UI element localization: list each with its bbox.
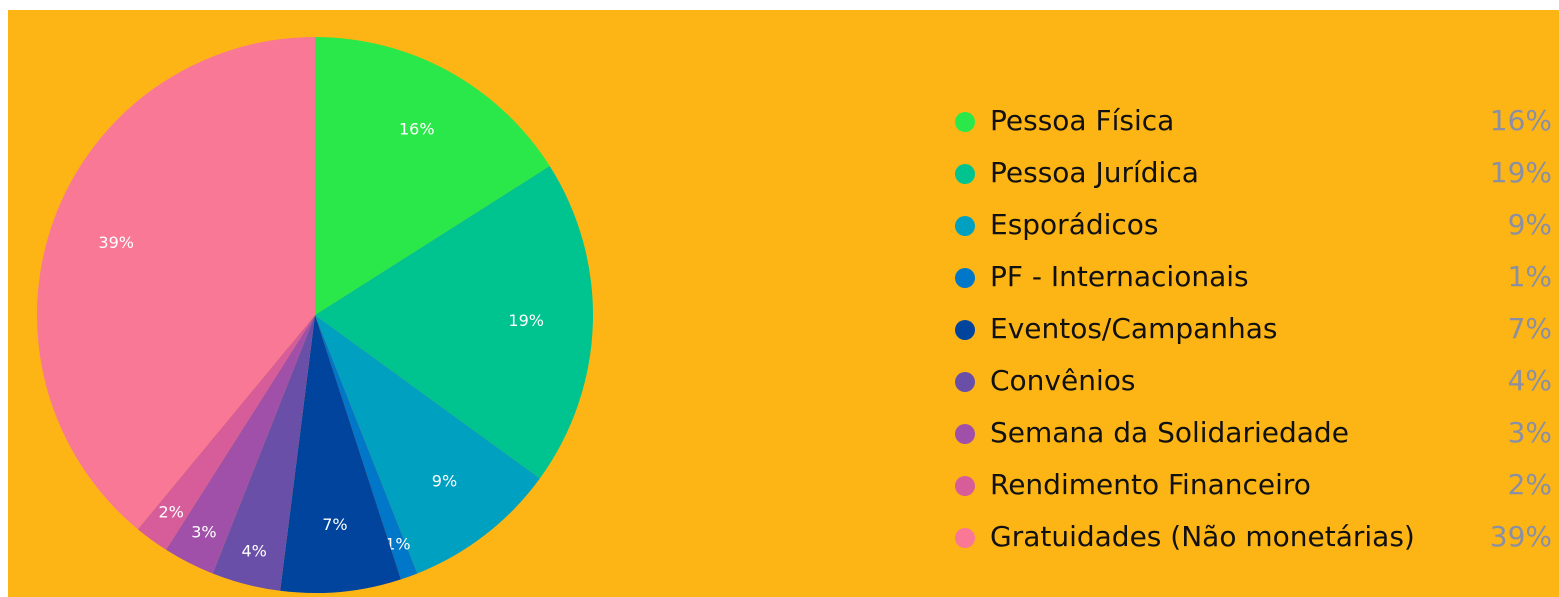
pie-slice [315,315,418,580]
legend-label: Esporádicos [990,208,1159,241]
legend-label: Eventos/Campanhas [990,312,1278,345]
legend-dot [955,528,975,548]
legend-value: 9% [1508,208,1552,241]
legend-value: 4% [1508,364,1552,397]
legend-dot [955,476,975,496]
legend-value: 39% [1490,520,1552,553]
slice-label: 9% [432,471,457,490]
slice-label: 3% [191,522,216,541]
legend-label: Convênios [990,364,1135,397]
pie-slice [280,315,401,593]
legend-label: PF - Internacionais [990,260,1249,293]
legend-label: Rendimento Financeiro [990,468,1311,501]
legend-dot [955,112,975,132]
legend-value: 19% [1490,156,1552,189]
legend-dot [955,164,975,184]
legend-label: Gratuidades (Não monetárias) [990,520,1415,553]
legend-value: 3% [1508,416,1552,449]
legend-dot [955,424,975,444]
legend-value: 2% [1508,468,1552,501]
slice-label: 2% [159,502,184,521]
slice-label: 4% [241,541,266,560]
pie-slice [315,315,540,574]
legend-label: Semana da Solidariedade [990,416,1349,449]
legend-value: 7% [1508,312,1552,345]
legend-label: Pessoa Jurídica [990,156,1199,189]
legend-dot [955,268,975,288]
legend-value: 16% [1490,104,1552,137]
legend-dot [955,320,975,340]
legend-value: 1% [1508,260,1552,293]
pie-slice [212,315,315,591]
pie-slice [315,37,550,315]
slice-label: 1% [385,535,410,554]
slice-label: 7% [322,515,347,534]
slice-label: 19% [508,311,544,330]
legend-dot [955,372,975,392]
pie-slice [315,166,593,479]
pie-slice [137,315,315,550]
pie-slice [166,315,315,574]
slice-label: 39% [98,233,134,252]
slice-label: 16% [399,119,435,138]
pie-slice [36,37,315,530]
legend-label: Pessoa Física [990,104,1174,137]
legend-dot [955,216,975,236]
